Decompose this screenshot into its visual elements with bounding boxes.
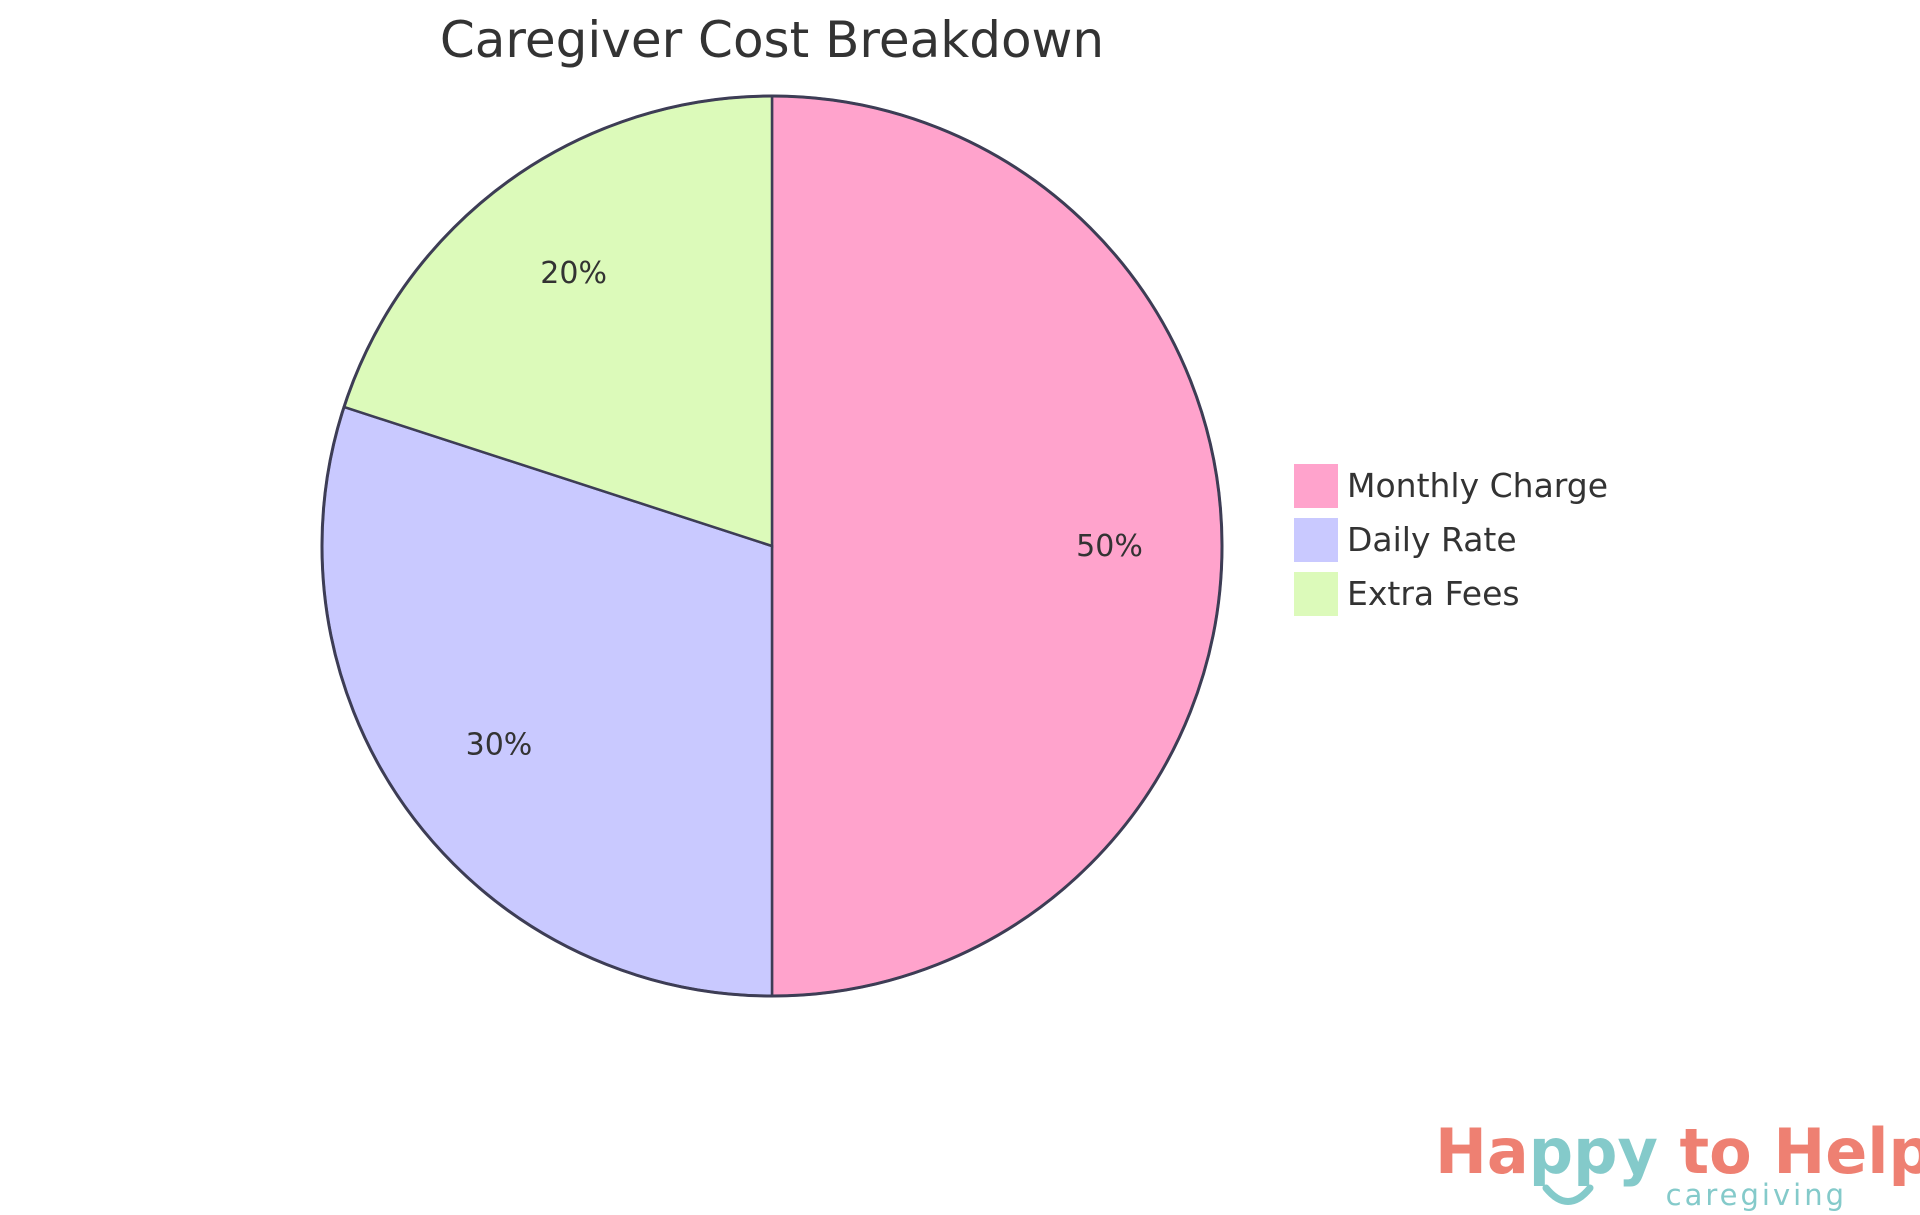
legend-swatch-daily-rate [1294,518,1338,562]
logo-text-part-3: to Help [1658,1115,1920,1188]
legend: Monthly Charge Daily Rate Extra Fees [1294,464,1608,616]
pie-slices [320,94,1224,998]
logo-text-part-1: Ha [1435,1115,1529,1188]
pie-slice-monthly-charge [770,94,1224,998]
slice-label-extra-fees: 20% [540,256,607,291]
legend-label-daily-rate: Daily Rate [1347,520,1517,559]
brand-logo: Happy to Help caregiving [1435,1115,1920,1212]
legend-swatch-monthly-charge [1294,464,1338,508]
pie-outline [320,94,1224,998]
slice-label-monthly-charge: 50% [1076,529,1143,564]
pie-slice-labels: 50% 30% 20% [466,256,1143,762]
smile-icon [1542,1184,1594,1205]
slice-label-daily-rate: 30% [466,727,533,762]
logo-text: Happy to Help [1435,1115,1920,1188]
legend-label-monthly-charge: Monthly Charge [1347,466,1608,505]
logo-text-part-2: ppy [1529,1115,1658,1188]
chart-title: Caregiver Cost Breakdown [440,11,1104,69]
legend-label-extra-fees: Extra Fees [1347,574,1520,613]
logo-subtitle: caregiving [1666,1178,1847,1212]
legend-swatch-extra-fees [1294,572,1338,616]
